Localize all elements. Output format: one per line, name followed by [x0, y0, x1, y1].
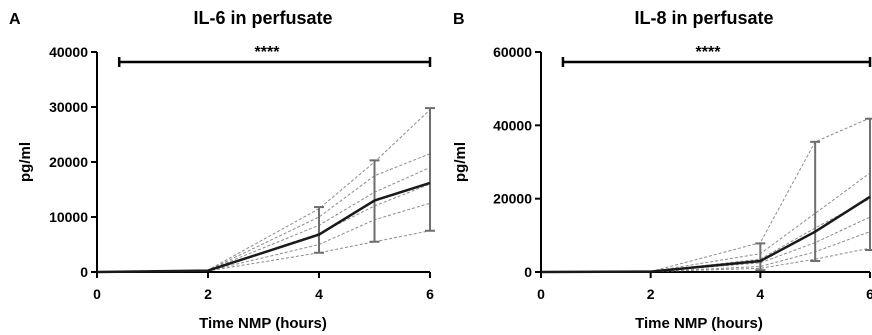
mean-series-line [540, 195, 871, 274]
x-tick-label: 2 [647, 286, 655, 302]
chart-title: IL-6 in perfusate [193, 8, 332, 28]
individual-series-line [540, 216, 871, 273]
x-tick-label: 6 [426, 286, 434, 302]
mean-series-line [96, 181, 431, 274]
x-tick-label: 0 [537, 286, 545, 302]
x-axis-label: Time NMP (hours) [199, 315, 327, 332]
significance-label: **** [255, 44, 281, 61]
individual-series-line [96, 167, 431, 273]
individual-series-line [540, 117, 871, 273]
individual-series-line [540, 247, 871, 273]
y-tick-label: 30000 [49, 99, 88, 115]
x-axis-label: Time NMP (hours) [635, 315, 763, 332]
x-tick-label: 6 [866, 286, 872, 302]
y-tick-label: 10000 [49, 209, 88, 225]
y-tick-label: 40000 [493, 117, 532, 133]
individual-series-line [96, 183, 431, 273]
individual-series-line [96, 153, 431, 273]
panel-letter: B [453, 11, 465, 28]
chart-panel-il6: A IL-6 in perfusate Time NMP (hours) pg/… [9, 8, 435, 332]
y-axis-label: pg/ml [17, 142, 34, 182]
y-axis-label: pg/ml [452, 142, 469, 182]
y-tick-label: 40000 [49, 44, 88, 60]
y-tick-label: 60000 [493, 44, 532, 60]
y-tick-label: 0 [80, 264, 88, 280]
x-tick-label: 4 [315, 286, 323, 302]
x-tick-label: 0 [93, 286, 101, 302]
chart-title: IL-8 in perfusate [634, 8, 773, 28]
chart-il6-svg: A IL-6 in perfusate Time NMP (hours) pg/… [9, 8, 435, 332]
x-tick-label: 2 [204, 286, 212, 302]
y-tick-label: 20000 [493, 191, 532, 207]
y-tick-label: 20000 [49, 154, 88, 170]
y-tick-label: 0 [524, 264, 532, 280]
significance-label: **** [696, 44, 722, 61]
chart-il8-svg: B IL-8 in perfusate Time NMP (hours) pg/… [452, 8, 872, 332]
x-tick-label: 4 [756, 286, 764, 302]
chart-panel-il8: B IL-8 in perfusate Time NMP (hours) pg/… [440, 0, 872, 335]
panel-letter: A [9, 11, 21, 28]
individual-series-line [540, 231, 871, 273]
